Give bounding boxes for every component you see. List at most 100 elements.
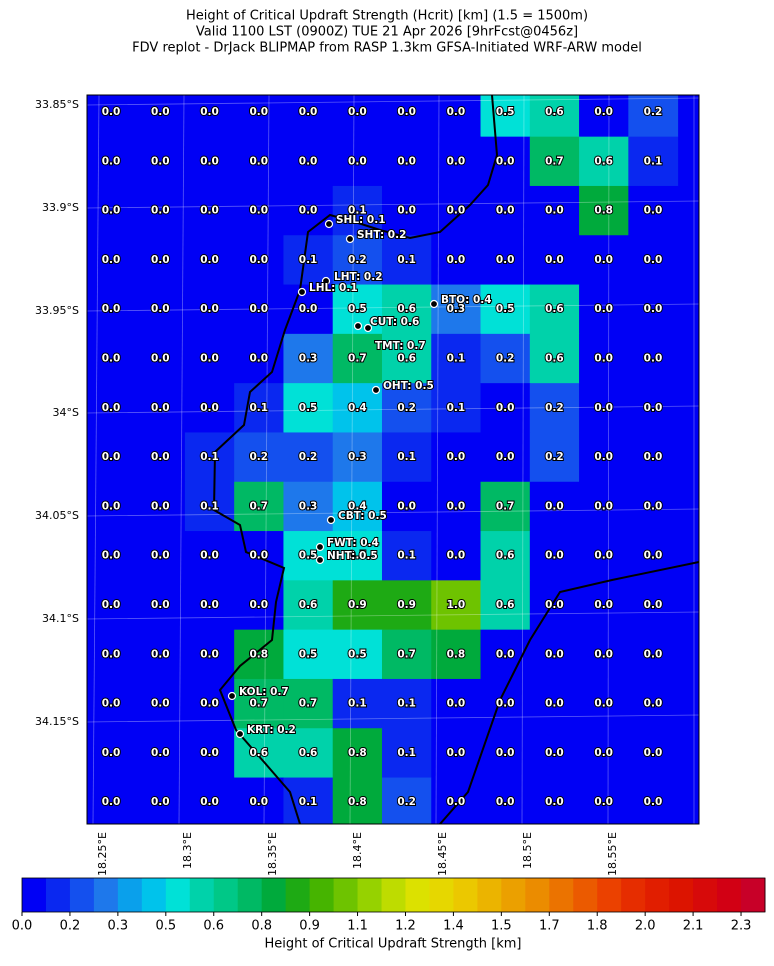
grid-value: 0.0 — [397, 205, 416, 217]
grid-value: 0.0 — [644, 205, 663, 217]
grid-value: 0.0 — [545, 599, 564, 611]
grid-cell — [184, 531, 235, 581]
grid-cell — [480, 235, 531, 286]
grid-cell — [184, 728, 235, 779]
grid-cell — [431, 136, 482, 187]
colorbar-label: Height of Critical Updraft Strength [km] — [265, 937, 522, 952]
grid-cell — [529, 728, 580, 779]
grid-cell — [579, 580, 629, 631]
grid-value: 0.0 — [397, 155, 416, 167]
grid-cell — [529, 678, 580, 729]
grid-cell — [135, 235, 186, 286]
colorbar: 0.0 0.2 0.3 0.5 0.6 0.8 0.9 1.1 1.2 1.4 1.5 1.7 1.8 2… — [12, 877, 766, 952]
grid-value: 0.0 — [200, 303, 219, 315]
colorbar-tick-label: 0.0 — [12, 919, 33, 934]
grid-cell — [234, 481, 284, 532]
grid-cell — [87, 629, 137, 680]
grid-value: 0.5 — [496, 106, 515, 118]
colorbar-segment — [501, 878, 526, 912]
grid-value: 0.6 — [299, 599, 318, 611]
grid-cell — [184, 136, 235, 187]
grid-value: 0.3 — [348, 451, 367, 463]
grid-cell — [332, 95, 383, 138]
grid-cell — [234, 777, 284, 824]
grid-value: 0.0 — [545, 205, 564, 217]
grid-value: 0.0 — [200, 402, 219, 414]
grid-value: 0.0 — [250, 205, 269, 217]
colorbar-segment — [141, 878, 167, 912]
grid-value: 0.0 — [545, 500, 564, 512]
grid-value: 0.0 — [200, 796, 219, 808]
grid-cell — [431, 432, 482, 483]
grid-cell — [480, 136, 531, 187]
grid-value: 0.0 — [594, 303, 613, 315]
grid-value: 0.0 — [594, 747, 613, 759]
colorbar-tick-label: 0.6 — [203, 919, 224, 934]
grid-value: 0.1 — [397, 550, 416, 562]
colorbar-segment — [309, 878, 335, 912]
grid-value: 0.2 — [397, 402, 416, 414]
colorbar-segment — [237, 878, 263, 912]
grid-value: 0.0 — [496, 205, 515, 217]
grid-cell — [480, 383, 531, 433]
grid-value: 0.0 — [102, 796, 121, 808]
grid-value: 0.2 — [496, 353, 515, 365]
colorbar-segment — [165, 878, 191, 912]
grid-value: 0.1 — [299, 254, 318, 266]
grid-cell — [579, 333, 629, 384]
grid-value: 0.6 — [594, 155, 613, 167]
grid-cell — [381, 185, 432, 236]
grid-value: 0.6 — [299, 747, 318, 759]
colorbar-segment — [69, 878, 95, 912]
grid-value: 0.2 — [545, 451, 564, 463]
grid-cell — [480, 531, 531, 581]
station-label: CUT: 0.6 — [370, 316, 419, 328]
grid-value: 0.0 — [594, 254, 613, 266]
lon-label: 18.4°E — [351, 832, 364, 869]
grid-value: 0.0 — [102, 550, 121, 562]
title-line: Valid 1100 LST (0900Z) TUE 21 Apr 2026 [… — [196, 25, 578, 40]
colorbar-tick-label: 0.5 — [155, 919, 176, 934]
grid-cell — [283, 136, 334, 187]
colorbar-frame — [21, 877, 766, 913]
colorbar-tick-label: 1.5 — [491, 919, 512, 934]
grid-value: 0.0 — [200, 205, 219, 217]
grid-value: 0.0 — [102, 205, 121, 217]
grid-value: 0.0 — [102, 747, 121, 759]
station-dot — [363, 323, 373, 333]
grid-value: 0.0 — [200, 550, 219, 562]
grid-value: 0.8 — [348, 796, 367, 808]
grid-cell — [234, 678, 284, 729]
grid-cell — [381, 284, 432, 335]
grid-cell — [480, 580, 531, 631]
colorbar-tick-label: 2.0 — [635, 919, 656, 934]
grid-cell — [87, 432, 137, 483]
grid-cell — [381, 136, 432, 187]
grid-value: 0.6 — [250, 747, 269, 759]
grid-cell — [628, 531, 679, 581]
grid-cell — [579, 136, 629, 187]
grid-cell — [283, 531, 334, 581]
grid-cell — [628, 432, 679, 483]
station-label: CBT: 0.5 — [338, 510, 387, 522]
colorbar-segment — [741, 878, 766, 912]
grid-cell — [332, 235, 383, 286]
grid-cell — [529, 284, 580, 335]
grid-value: 0.0 — [151, 500, 170, 512]
grid-value: 0.0 — [447, 106, 466, 118]
grid-cell — [184, 481, 235, 532]
grid-value: 0.5 — [496, 303, 515, 315]
grid-value: 0.2 — [545, 402, 564, 414]
grid-cell — [431, 777, 482, 824]
grid-cell — [87, 136, 137, 187]
colorbar-tick-label: 0.9 — [299, 919, 320, 934]
grid-value: 0.0 — [102, 648, 121, 660]
axes: 33.85°S 33.9°S 33.95°S 34°S 34.05°S 34.1°S 34.… — [35, 98, 619, 876]
grid-cell — [135, 185, 186, 236]
colorbar-segment — [597, 878, 622, 912]
grid-cell — [579, 678, 629, 729]
grid-cell — [234, 629, 284, 680]
grid-value: 0.0 — [447, 500, 466, 512]
grid-cell — [135, 432, 186, 483]
